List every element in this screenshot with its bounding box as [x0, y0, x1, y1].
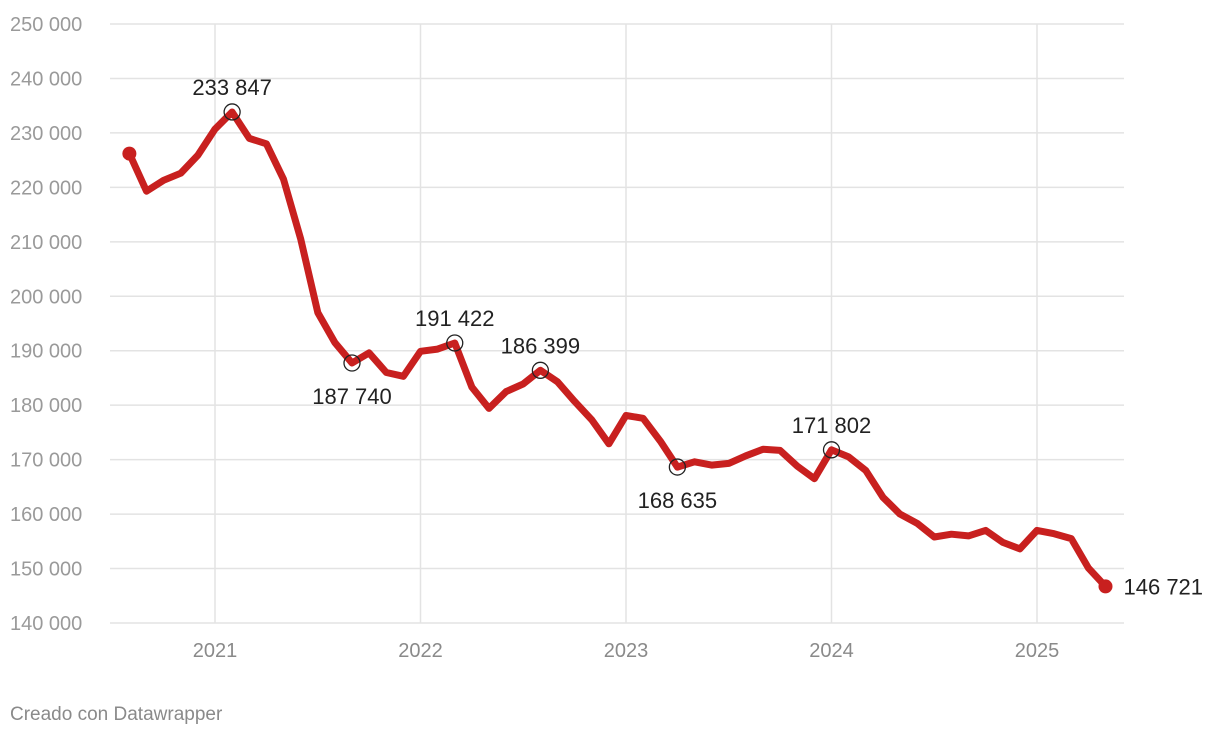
data-point: [368, 351, 371, 354]
annotation-ring: [223, 103, 241, 121]
y-tick-label: 190 000: [10, 341, 82, 363]
data-point: [933, 535, 936, 538]
series-line: [125, 108, 1109, 590]
data-point: [676, 466, 679, 469]
y-tick-label: 250 000: [10, 14, 82, 36]
data-point: [847, 455, 850, 458]
data-label: 233 847: [192, 75, 272, 100]
annotation-ring: [531, 361, 550, 379]
marker-layer: [122, 103, 1113, 594]
data-point: [453, 341, 456, 344]
data-point: [1087, 567, 1090, 570]
data-point: [1053, 532, 1056, 535]
end-point-marker: [1098, 579, 1113, 594]
y-axis-tick-labels: 140 000 150 000 160 000 170 000 180 000 190 0…: [10, 14, 82, 635]
series-layer: [125, 108, 1109, 590]
annotation-ring: [822, 441, 841, 459]
data-point: [762, 448, 765, 451]
annotation-ring: [446, 334, 464, 352]
data-point: [727, 462, 730, 465]
data-point: [488, 407, 491, 410]
data-point: [419, 350, 422, 353]
data-point: [864, 469, 867, 472]
data-point: [179, 172, 182, 175]
y-tick-label: 210 000: [10, 232, 82, 254]
data-point: [1070, 537, 1073, 540]
data-point: [402, 375, 405, 378]
data-point: [693, 460, 696, 463]
data-label: 191 422: [415, 306, 495, 331]
annotation-ring: [668, 458, 687, 476]
y-tick-label: 230 000: [10, 123, 82, 145]
x-tick-label: 2024: [809, 640, 854, 662]
data-point: [316, 311, 319, 314]
line-chart: 140 000 150 000 160 000 170 000 180 000 190 0…: [10, 14, 1203, 662]
credit-text: Creado con Datawrapper: [10, 704, 223, 725]
data-label: 187 740: [312, 384, 392, 409]
data-point: [881, 496, 884, 499]
y-tick-label: 150 000: [10, 559, 82, 581]
x-axis-tick-labels: 2021 2022 2023 2024 2025: [193, 640, 1060, 662]
data-point: [265, 142, 268, 145]
data-point: [1001, 541, 1004, 544]
data-point: [539, 369, 542, 372]
data-point: [916, 522, 919, 525]
y-tick-label: 220 000: [10, 177, 82, 199]
data-point: [590, 418, 593, 421]
data-point: [744, 454, 747, 457]
data-point: [659, 440, 662, 443]
data-point: [1018, 547, 1021, 550]
data-point: [984, 529, 987, 532]
data-point: [642, 417, 645, 420]
data-point: [436, 348, 439, 351]
data-point: [351, 362, 354, 365]
data-point: [505, 390, 508, 393]
annotation-ring: [343, 354, 361, 372]
data-point: [556, 380, 559, 383]
data-point: [967, 534, 970, 537]
data-point: [950, 533, 953, 536]
x-tick-label: 2021: [193, 640, 238, 662]
data-label: 146 721: [1124, 574, 1204, 599]
y-tick-label: 200 000: [10, 286, 82, 308]
data-point: [385, 371, 388, 374]
data-point: [333, 341, 336, 344]
data-point: [625, 414, 628, 417]
data-point: [162, 179, 165, 182]
data-point: [710, 464, 713, 467]
x-tick-label: 2025: [1015, 640, 1060, 662]
data-label: 171 802: [792, 413, 872, 438]
start-point-marker: [122, 146, 137, 161]
data-label: 168 635: [638, 488, 718, 513]
data-point: [573, 400, 576, 403]
data-point: [779, 449, 782, 452]
data-point: [214, 128, 217, 131]
data-point: [196, 154, 199, 157]
y-gridlines: [110, 23, 1124, 624]
x-tick-label: 2023: [604, 640, 649, 662]
y-tick-label: 140 000: [10, 613, 82, 635]
data-label: 186 399: [501, 333, 581, 358]
data-point: [282, 178, 285, 181]
data-point: [607, 442, 610, 445]
data-point: [231, 110, 234, 113]
data-point: [796, 465, 799, 468]
data-point: [470, 386, 473, 389]
data-point: [248, 137, 251, 140]
data-point: [1036, 529, 1039, 532]
data-point: [813, 477, 816, 480]
data-point: [522, 382, 525, 385]
y-tick-label: 160 000: [10, 504, 82, 526]
x-tick-label: 2022: [398, 640, 443, 662]
x-gridlines: [214, 24, 1038, 623]
y-tick-label: 180 000: [10, 395, 82, 417]
data-point: [299, 237, 302, 240]
y-tick-label: 170 000: [10, 450, 82, 472]
data-point: [899, 513, 902, 516]
y-tick-label: 240 000: [10, 68, 82, 90]
data-point: [830, 448, 833, 451]
data-point: [145, 190, 148, 193]
